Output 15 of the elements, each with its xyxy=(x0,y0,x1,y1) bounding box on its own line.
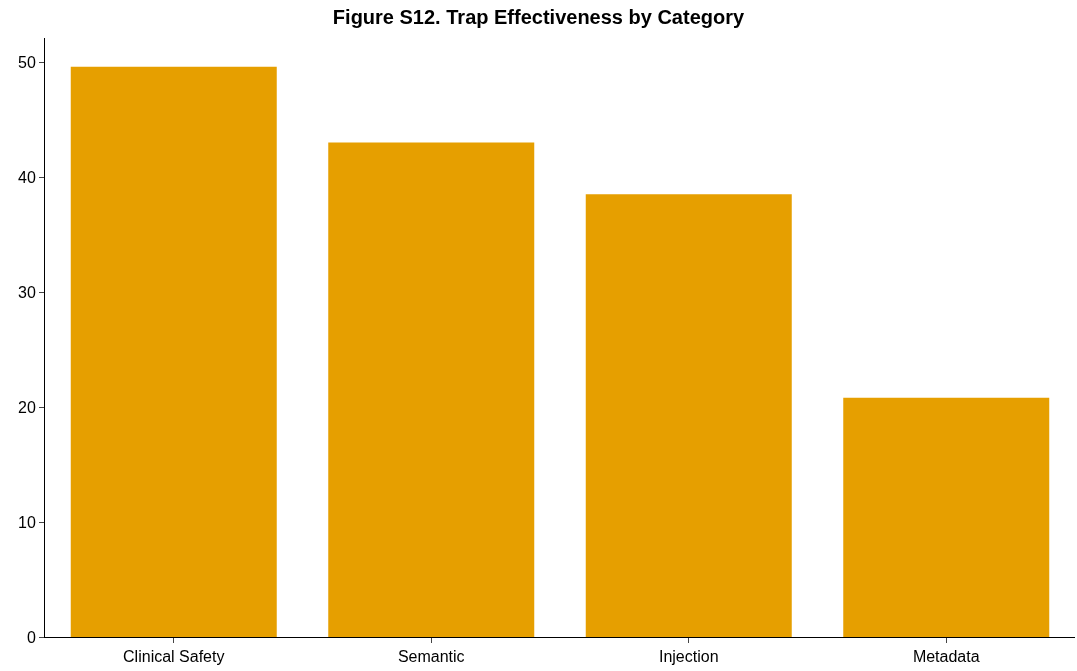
y-tick-label: 30 xyxy=(18,283,36,301)
y-tick-label: 40 xyxy=(18,168,36,186)
chart-title: Figure S12. Trap Effectiveness by Category xyxy=(332,6,745,29)
bar xyxy=(70,66,277,637)
bar xyxy=(328,142,535,637)
x-tick-label: Semantic xyxy=(397,648,465,666)
y-tick-label: 50 xyxy=(18,53,36,71)
bar xyxy=(585,194,792,637)
y-tick-label: 0 xyxy=(26,628,36,646)
y-tick-label: 10 xyxy=(18,513,36,531)
y-tick-label: 20 xyxy=(18,398,36,416)
x-tick-label: Injection xyxy=(658,648,719,666)
x-tick-label: Metadata xyxy=(912,648,980,666)
bar xyxy=(843,397,1050,637)
x-tick-label: Clinical Safety xyxy=(123,648,225,666)
